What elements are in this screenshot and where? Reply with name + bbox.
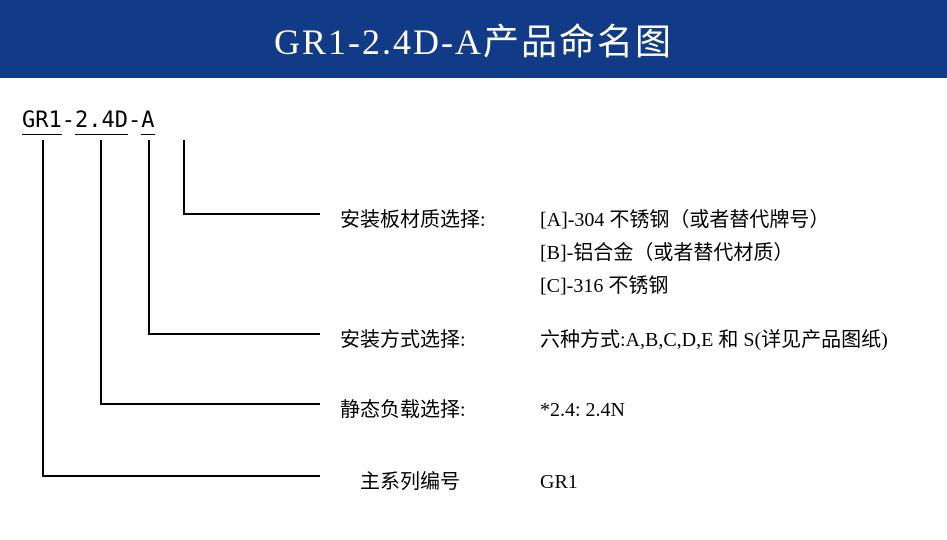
description-row: 静态负载选择: *2.4: 2.4N xyxy=(340,393,625,422)
description-subline: [B]-铝合金（或者替代材质） xyxy=(540,236,793,265)
description-label: 主系列编号 xyxy=(340,465,500,494)
title-text: GR1-2.4D-A产品命名图 xyxy=(274,13,673,65)
description-value: GR1 xyxy=(540,471,578,494)
bracket-horizontal xyxy=(42,475,320,477)
product-code-line: GR1-2.4 D-A xyxy=(22,108,155,135)
description-value: 六种方式:A,B,C,D,E 和 S(详见产品图纸) xyxy=(540,323,888,352)
description-label: 安装板材质选择: xyxy=(340,203,500,232)
title-bar: GR1-2.4D-A产品命名图 xyxy=(0,0,947,78)
description-row: 安装方式选择: 六种方式:A,B,C,D,E 和 S(详见产品图纸) xyxy=(340,323,888,352)
bracket-vertical xyxy=(148,140,150,333)
bracket-horizontal xyxy=(183,213,320,215)
bracket-horizontal xyxy=(148,333,320,335)
description-row: 主系列编号 GR1 xyxy=(340,465,578,494)
description-label: 静态负载选择: xyxy=(340,393,500,422)
description-value: *2.4: 2.4N xyxy=(540,399,625,422)
code-segment: 2.4 xyxy=(75,108,115,135)
bracket-horizontal xyxy=(100,403,320,405)
bracket-vertical xyxy=(183,140,185,213)
code-segment: GR1 xyxy=(22,108,62,135)
code-separator: - xyxy=(62,108,75,133)
bracket-vertical xyxy=(42,140,44,475)
code-segment: D xyxy=(115,108,128,135)
code-segment: A xyxy=(141,108,154,135)
bracket-vertical xyxy=(100,140,102,403)
description-row: 安装板材质选择: [A]-304 不锈钢（或者替代牌号） xyxy=(340,203,829,232)
code-separator: - xyxy=(128,108,141,133)
description-label: 安装方式选择: xyxy=(340,323,500,352)
description-value: [A]-304 不锈钢（或者替代牌号） xyxy=(540,203,829,232)
diagram-area: GR1-2.4 D-A 安装板材质选择:[A]-304 不锈钢（或者替代牌号）[… xyxy=(0,78,947,540)
description-subline: [C]-316 不锈钢 xyxy=(540,269,668,298)
